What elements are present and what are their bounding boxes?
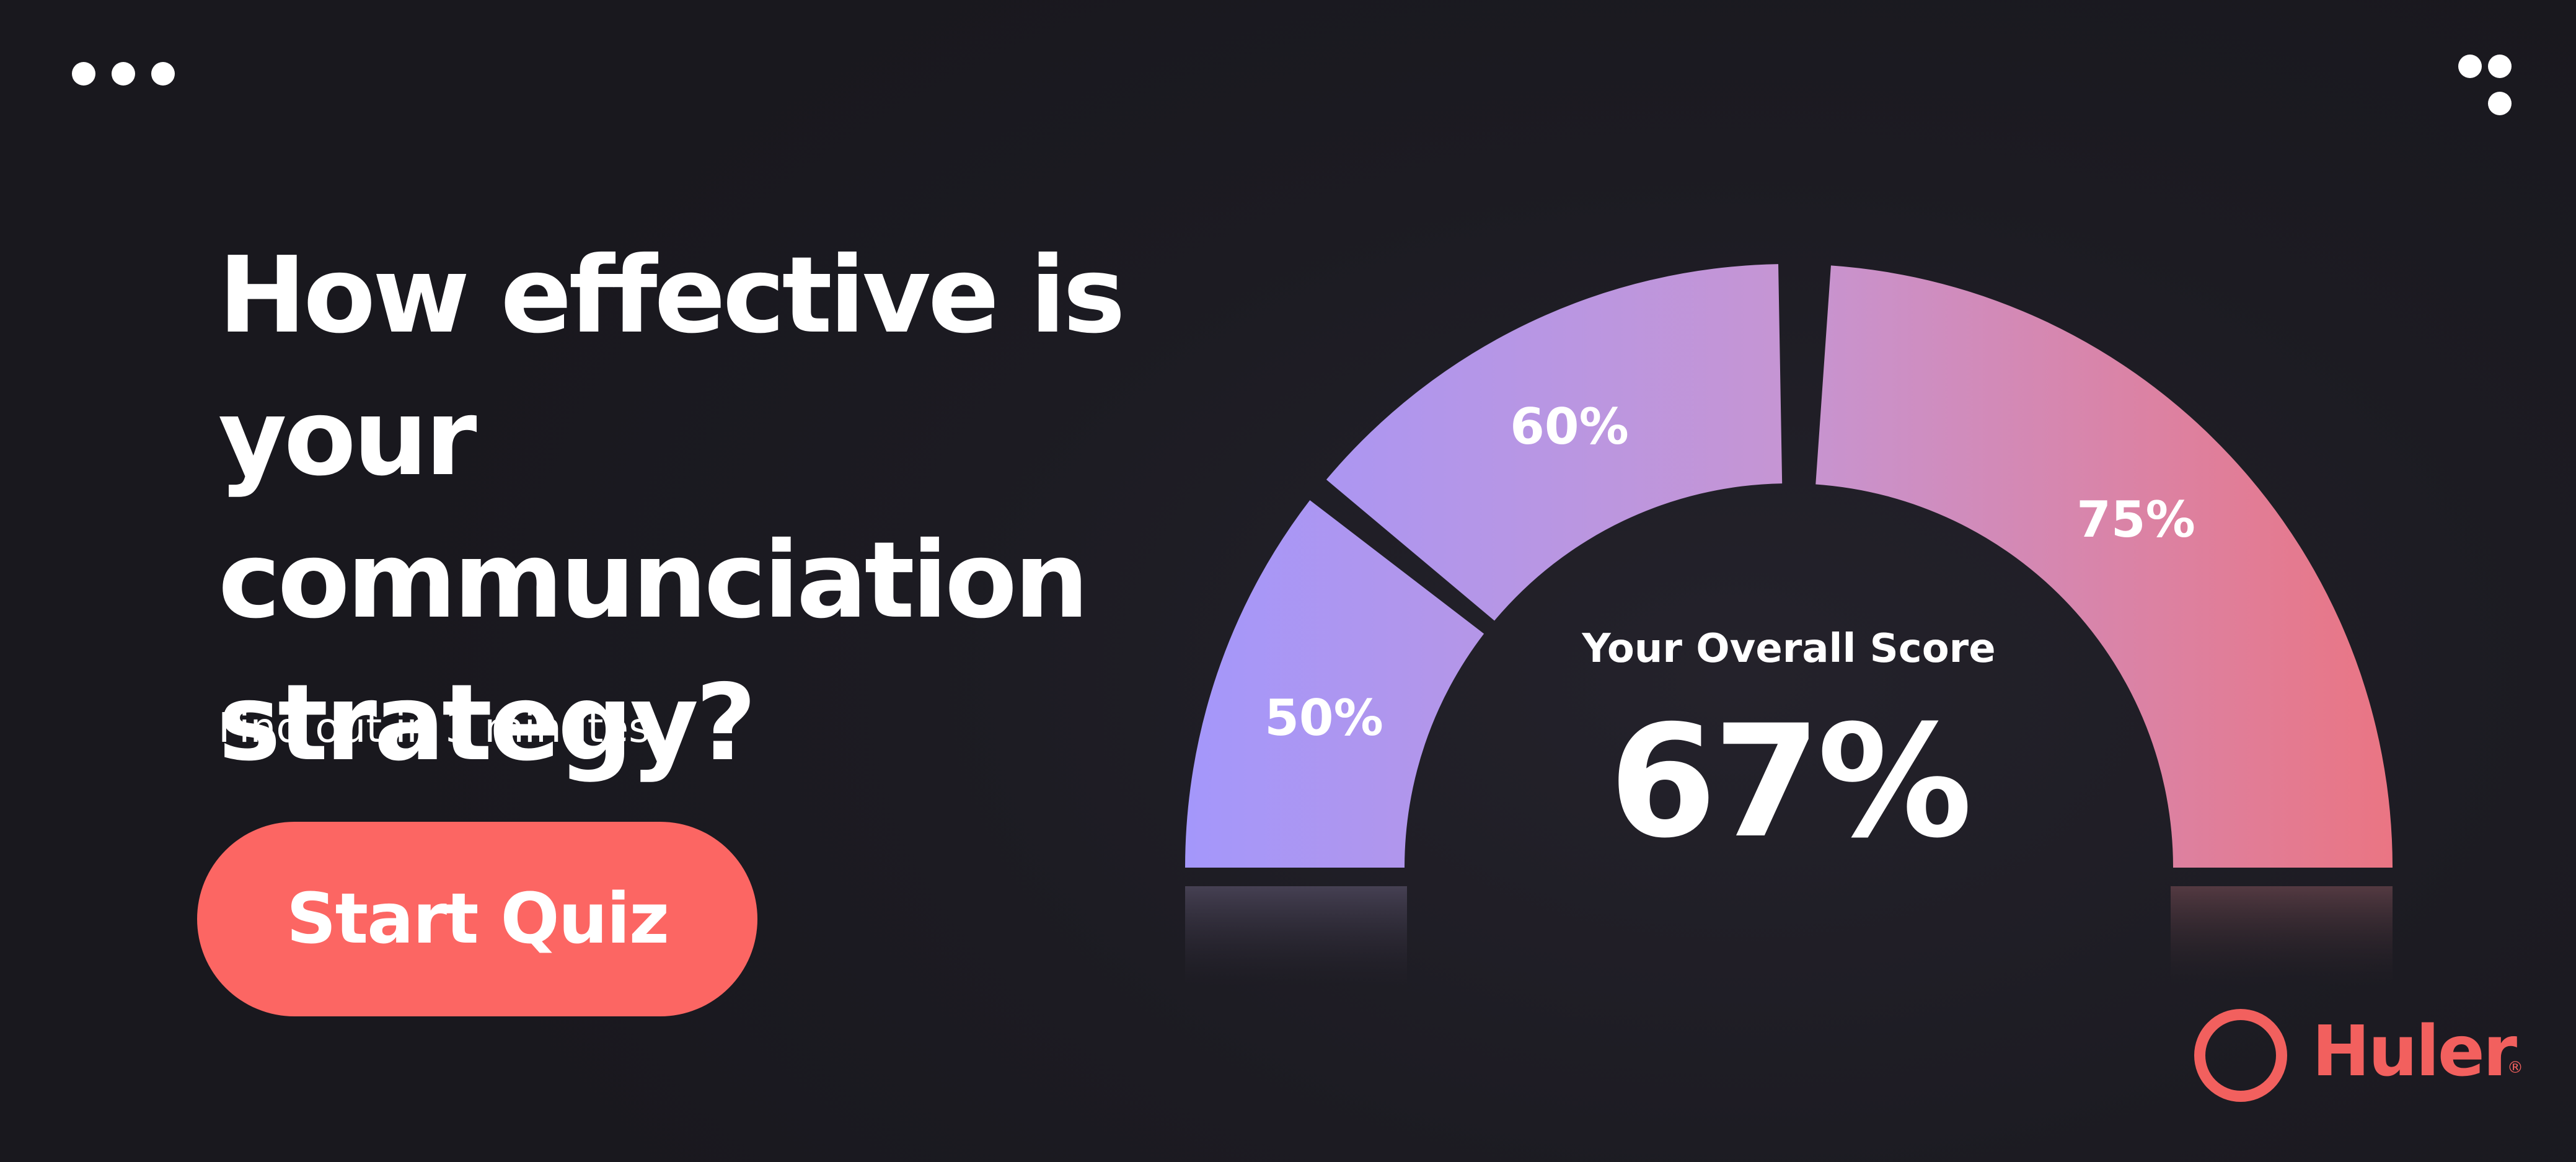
overall-score-caption: Your Overall Score — [1581, 626, 1995, 672]
cluster-dot — [2458, 55, 2482, 78]
huler-logo-text: Huler — [2312, 1011, 2517, 1092]
headline: How effective is your communciation stra… — [218, 224, 1396, 794]
segment-50 — [1185, 500, 1484, 868]
menu-dot — [112, 62, 135, 86]
segment-60 — [1326, 264, 1783, 621]
dots-cluster-icon — [2455, 55, 2516, 123]
right-reflection — [2171, 886, 2393, 992]
cluster-dot — [2488, 55, 2512, 78]
headline-line-3: strategy? — [218, 662, 757, 785]
headline-line-1: How effective is your — [218, 234, 1126, 500]
segment-label-60: 60% — [1510, 398, 1628, 456]
overall-score-value: 67% — [1609, 692, 1969, 872]
start-quiz-button[interactable]: Start Quiz — [197, 822, 757, 1016]
segment-label-50: 50% — [1264, 689, 1383, 747]
huler-ring-icon — [2194, 1009, 2287, 1102]
subheadline: Find out in 3 minutes. — [218, 704, 663, 752]
left-reflection — [1185, 886, 1407, 992]
huler-logo: Huler ® — [2194, 1009, 2523, 1102]
menu-dot — [151, 62, 175, 86]
more-horizontal-icon[interactable] — [72, 62, 175, 86]
cluster-dot — [2488, 92, 2512, 115]
menu-dot — [72, 62, 95, 86]
segment-75 — [1815, 265, 2393, 868]
segment-label-75: 75% — [2076, 491, 2195, 548]
registered-mark: ® — [2507, 1059, 2523, 1077]
headline-line-2: communciation — [218, 519, 1089, 642]
